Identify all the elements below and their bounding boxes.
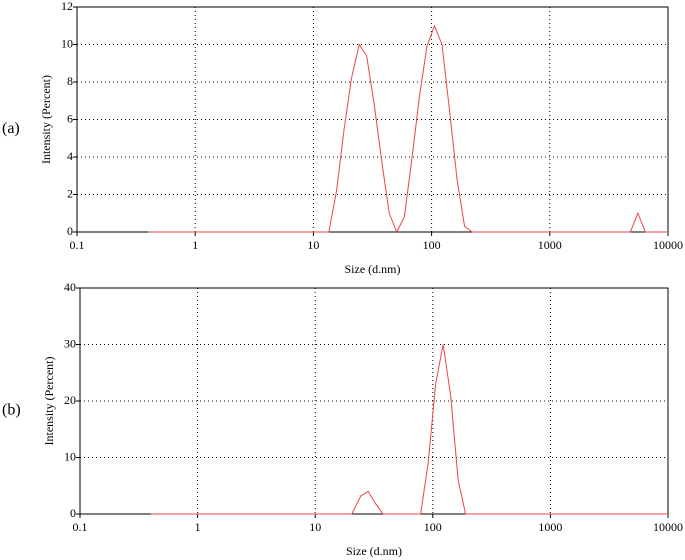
x-axis-label: Size (d.nm) [345, 262, 401, 276]
y-tick-label: 10 [61, 36, 73, 50]
y-tick-label: 8 [67, 74, 73, 88]
x-tick-label: 100 [424, 520, 442, 534]
x-tick-label: 10 [309, 520, 321, 534]
data-line [150, 344, 668, 515]
x-tick-label: 1 [192, 238, 198, 252]
x-tick-label: 10000 [653, 238, 683, 252]
y-tick-label: 20 [64, 393, 76, 407]
y-tick-label: 40 [64, 280, 76, 294]
x-tick-label: 1000 [538, 238, 562, 252]
x-tick-label: 0.1 [70, 238, 85, 252]
x-tick-label: 0.1 [73, 520, 88, 534]
x-tick-label: 10000 [653, 520, 683, 534]
panel-label: (a) [2, 120, 20, 137]
y-tick-label: 10 [64, 449, 76, 463]
x-tick-label: 1 [195, 520, 201, 534]
y-tick-label: 0 [70, 506, 76, 520]
y-tick-label: 4 [67, 149, 73, 163]
data-line [148, 24, 668, 234]
x-tick-label: 100 [423, 238, 441, 252]
y-tick-label: 12 [61, 0, 73, 13]
y-tick-label: 2 [67, 186, 73, 200]
x-tick-label: 10 [307, 238, 319, 252]
x-axis-label: Size (d.nm) [346, 544, 402, 558]
panel-label: (b) [2, 402, 21, 419]
y-tick-label: 0 [67, 224, 73, 238]
y-axis-label: Intensity (Percent) [39, 75, 53, 164]
y-axis-label: Intensity (Percent) [42, 357, 56, 446]
x-tick-label: 1000 [538, 520, 562, 534]
y-tick-label: 6 [67, 111, 73, 125]
y-tick-label: 30 [64, 336, 76, 350]
